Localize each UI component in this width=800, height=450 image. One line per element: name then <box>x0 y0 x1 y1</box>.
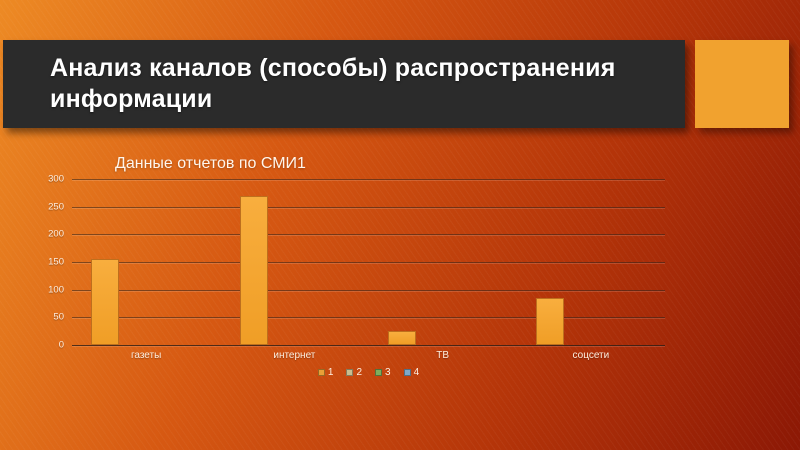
gridline <box>72 206 665 208</box>
accent-square <box>695 40 789 128</box>
gridline <box>72 317 665 319</box>
legend-label: 4 <box>413 367 420 378</box>
bar-series1-соцсети <box>536 297 565 345</box>
y-axis-tick-label: 300 <box>48 173 64 185</box>
legend-label: 1 <box>327 367 334 378</box>
x-axis-label: интернет <box>273 350 316 361</box>
bar-series1-ТВ <box>387 331 416 345</box>
legend-swatch-icon <box>317 369 325 376</box>
chart-title: Данные отчетов по СМИ1 <box>115 155 306 172</box>
x-axis-label: соцсети <box>572 350 610 361</box>
x-axis-line <box>72 345 665 346</box>
legend-item: 4 <box>403 367 420 378</box>
y-axis-tick-label: 50 <box>53 311 64 323</box>
slide-title: Анализ каналов (способы) распространения… <box>50 53 616 114</box>
bar-series1-интернет <box>239 195 268 345</box>
gridline <box>72 234 665 236</box>
legend-item: 1 <box>317 367 334 378</box>
legend-swatch-icon <box>375 369 382 376</box>
legend-item: 2 <box>346 367 362 378</box>
y-axis-tick-label: 150 <box>48 256 64 268</box>
y-axis-tick-label: 200 <box>48 228 64 240</box>
slide-title-bar: Анализ каналов (способы) распространения… <box>3 40 685 128</box>
legend-label: 2 <box>356 367 362 378</box>
chart-plot-area: 0 50 100 150 200 250 300 газеты интернет ТВ соцсет… <box>48 174 665 361</box>
chart-legend: 1 2 3 4 <box>72 367 665 378</box>
x-axis-label: ТВ <box>436 350 450 361</box>
legend-swatch-icon <box>403 369 411 376</box>
x-axis-label: газеты <box>130 350 162 361</box>
legend-item: 3 <box>375 367 391 378</box>
y-axis-tick-label: 0 <box>58 339 64 351</box>
gridline <box>72 289 665 291</box>
bar-series1-газеты <box>91 259 120 345</box>
legend-swatch-icon <box>346 369 354 376</box>
legend-label: 3 <box>385 367 391 378</box>
gridline <box>72 179 665 180</box>
gridline <box>72 262 665 263</box>
y-axis-tick-label: 100 <box>48 284 64 296</box>
y-axis-tick-label: 250 <box>48 201 64 213</box>
